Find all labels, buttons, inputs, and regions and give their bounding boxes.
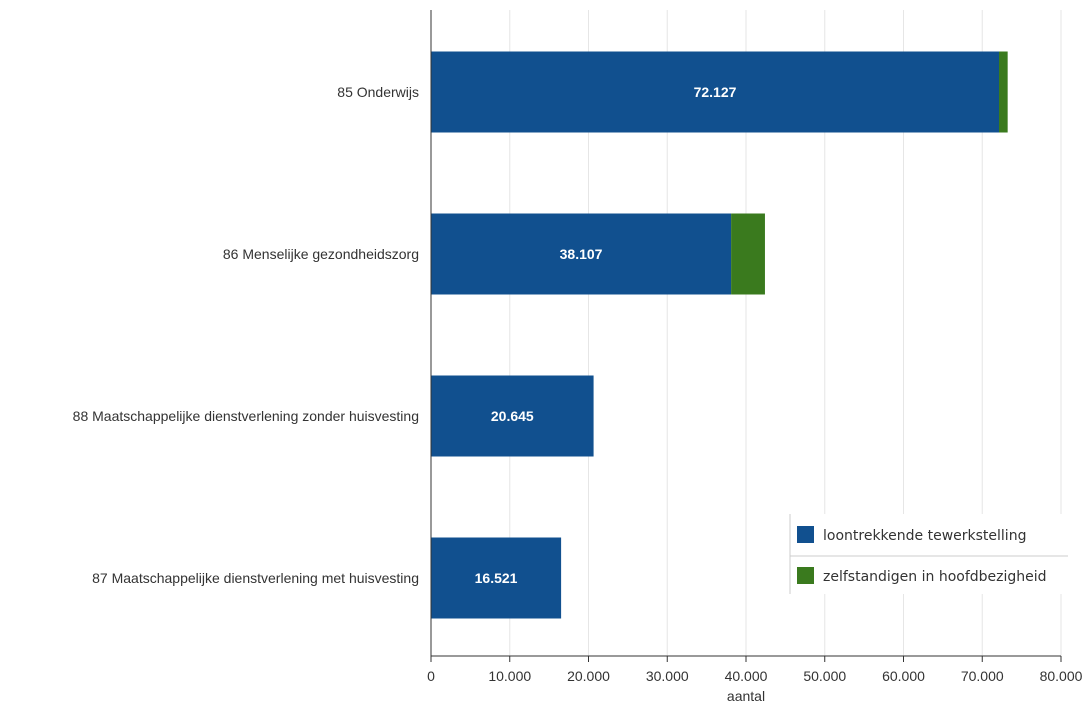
category-label: 86 Menselijke gezondheidszorg [223,246,419,262]
x-tick-label: 10.000 [488,668,531,684]
bar-segment-zelfstandigen[interactable] [999,51,1008,133]
x-tick-label: 30.000 [646,668,689,684]
legend-swatch[interactable] [797,567,814,584]
x-tick-label: 80.000 [1040,668,1083,684]
bars [431,51,1008,619]
x-axis-title: aantal [727,688,765,704]
bar-segment-loontrekkende[interactable] [431,375,594,457]
data-label: 20.645 [491,408,534,424]
x-tick-label: 40.000 [725,668,768,684]
category-label: 88 Maatschappelijke dienstverlening zond… [73,408,419,424]
category-label: 87 Maatschappelijke dienstverlening met … [92,570,419,586]
x-tick-label: 20.000 [567,668,610,684]
x-tick-label: 50.000 [803,668,846,684]
x-tick-label: 60.000 [882,668,925,684]
bar-segment-zelfstandigen[interactable] [731,213,765,295]
bar-segment-loontrekkende[interactable] [431,537,562,619]
data-label: 16.521 [475,570,518,586]
legend: loontrekkende tewerkstelling zelfstandige… [789,514,1068,594]
bar-segment-loontrekkende[interactable] [431,51,1000,133]
legend-label[interactable]: loontrekkende tewerkstelling [823,528,1026,544]
x-tick-label: 70.000 [961,668,1004,684]
legend-background [790,514,1068,594]
category-label: 85 Onderwijs [337,84,419,100]
data-label: 38.107 [560,246,603,262]
bar-segment-loontrekkende[interactable] [431,213,732,295]
legend-swatch[interactable] [797,526,814,543]
labels: 0 10.000 20.000 30.000 40.000 50.000 60.000 70.… [73,84,1083,704]
data-label: 72.127 [694,84,737,100]
legend-label[interactable]: zelfstandigen in hoofdbezigheid [823,569,1047,585]
x-tick-label: 0 [427,668,435,684]
axes [430,10,1062,662]
